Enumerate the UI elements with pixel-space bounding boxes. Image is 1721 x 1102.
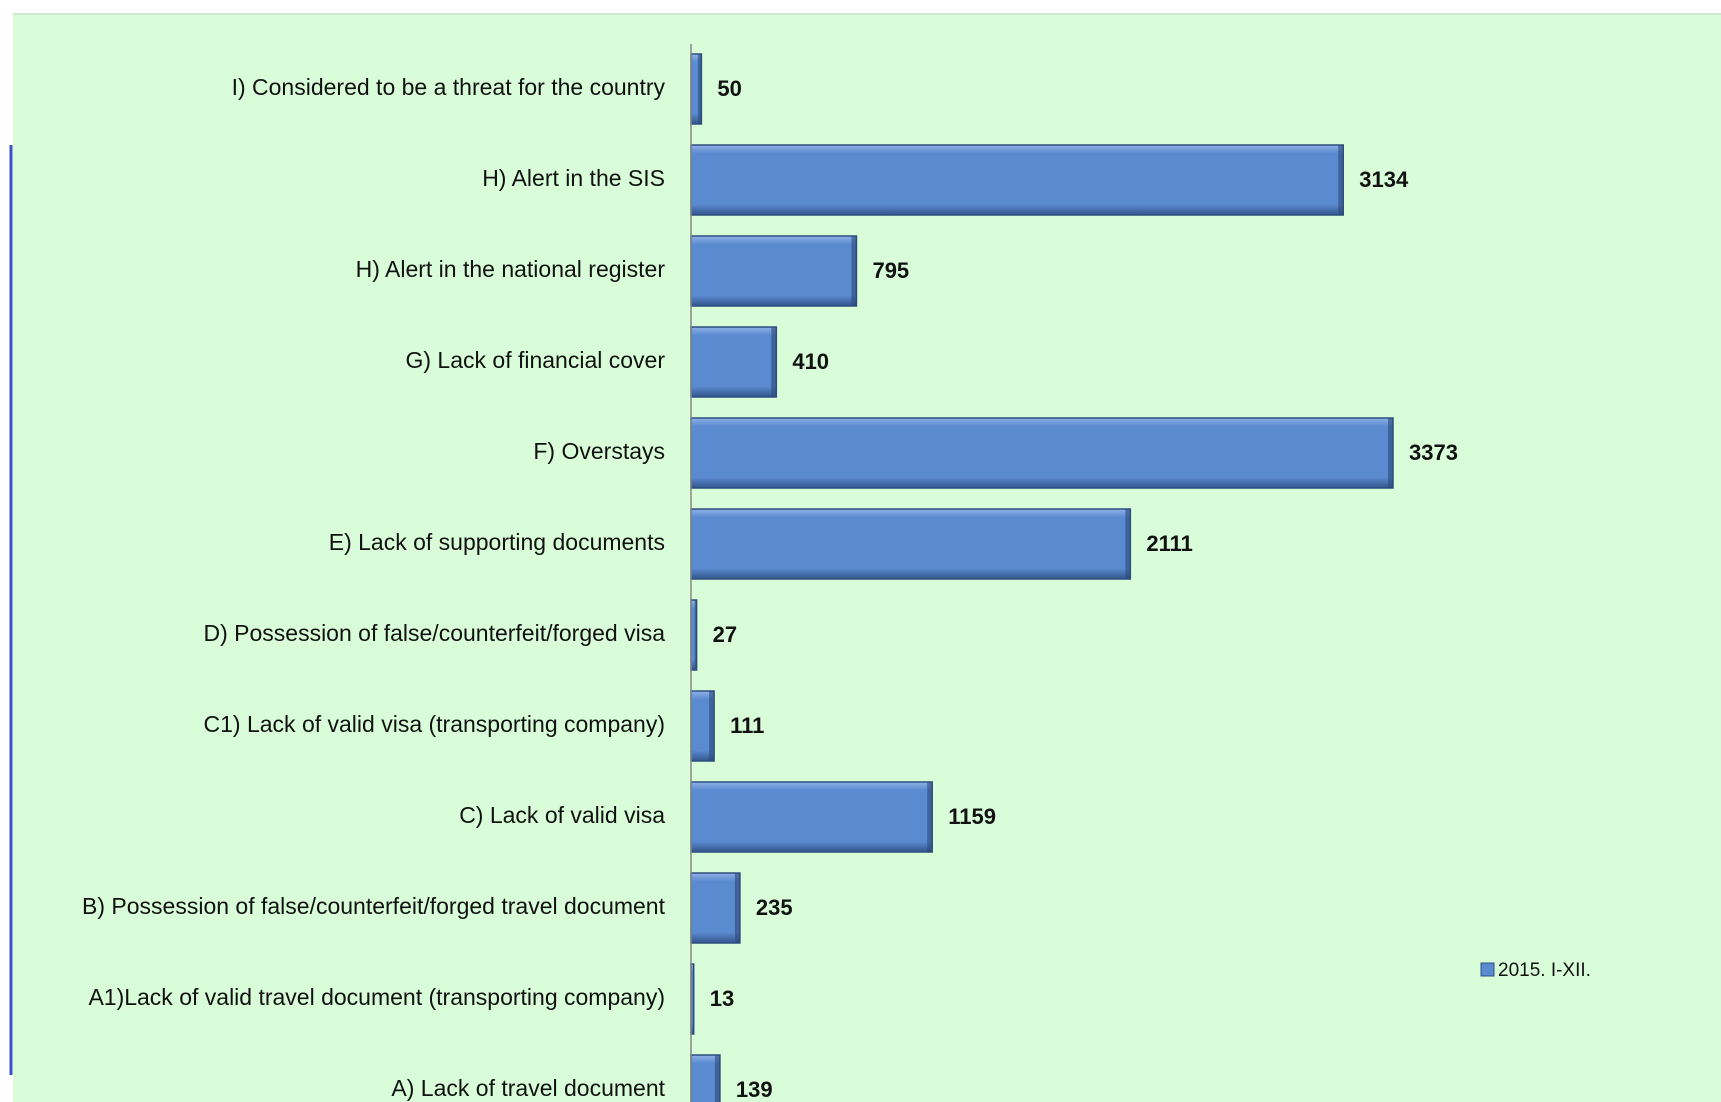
data-label: 235	[756, 895, 793, 920]
data-label: 50	[717, 76, 741, 101]
y-tick-label: F) Overstays	[533, 438, 665, 464]
bar-edge	[697, 54, 702, 124]
y-tick-label: G) Lack of financial cover	[405, 347, 665, 373]
bar	[690, 872, 741, 944]
data-label: 139	[736, 1077, 773, 1102]
data-label: 111	[730, 713, 764, 738]
bar-edge	[1388, 418, 1393, 488]
data-label: 13	[710, 986, 734, 1011]
y-tick-label: A1)Lack of valid travel document (transp…	[88, 984, 665, 1010]
bar-edge	[692, 964, 694, 1034]
y-tick-label: B) Possession of false/counterfeit/forge…	[82, 893, 666, 919]
y-tick-label: C) Lack of valid visa	[459, 802, 665, 828]
bar-edge	[734, 873, 740, 943]
data-label: 3134	[1359, 167, 1409, 192]
y-tick-label: C1) Lack of valid visa (transporting com…	[204, 711, 665, 737]
bar-edge	[927, 782, 933, 852]
data-label: 1159	[948, 804, 996, 829]
bar-edge	[694, 600, 697, 670]
bar-edge	[851, 236, 857, 306]
y-tick-label: E) Lack of supporting documents	[329, 529, 665, 555]
data-label: 410	[792, 349, 829, 374]
bar	[690, 508, 1132, 580]
data-label: 795	[872, 258, 909, 283]
y-tick-label: I) Considered to be a threat for the cou…	[232, 74, 666, 100]
data-label: 2111	[1146, 531, 1193, 556]
bar	[690, 781, 933, 853]
legend-swatch	[1480, 962, 1495, 977]
bar-edge	[1338, 145, 1344, 215]
bar	[690, 144, 1345, 216]
bar-edge	[714, 1055, 720, 1102]
y-tick-label: H) Alert in the SIS	[482, 165, 665, 191]
bar-edge	[709, 691, 715, 761]
y-tick-label: D) Possession of false/counterfeit/forge…	[203, 620, 665, 646]
bar-edge	[771, 327, 777, 397]
data-label: 27	[713, 622, 737, 647]
bar	[690, 417, 1394, 489]
bar	[690, 235, 858, 307]
legend-label: 2015. I-XII.	[1498, 960, 1591, 981]
data-label: 3373	[1409, 440, 1458, 465]
y-tick-label: H) Alert in the national register	[356, 256, 666, 282]
bar	[690, 326, 778, 398]
bar-edge	[1125, 509, 1131, 579]
y-tick-label: A) Lack of travel document	[391, 1075, 665, 1101]
